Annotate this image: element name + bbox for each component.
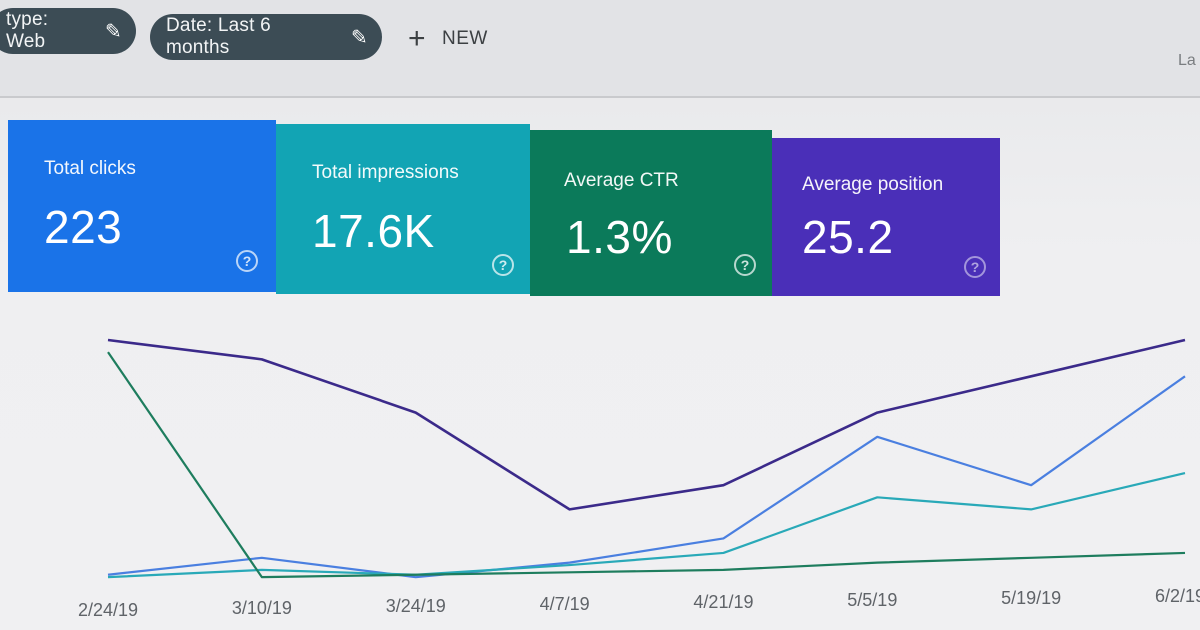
metric-value: 25.2 (802, 211, 894, 263)
pencil-icon[interactable]: ✎ (351, 26, 368, 49)
x-tick-label: 4/21/19 (693, 592, 753, 612)
x-tick-label: 2/24/19 (78, 600, 138, 620)
series-line-2 (107, 375, 1186, 579)
metric-label: Total clicks (44, 158, 136, 179)
plus-icon: + (408, 22, 427, 55)
help-circle-icon[interactable]: ? (964, 256, 986, 278)
metric-value: 17.6K (312, 205, 435, 257)
help-circle-icon[interactable]: ? (236, 250, 258, 272)
metric-label: Total impressions (312, 162, 459, 183)
date-range-filter-label: Date: Last 6 months (166, 15, 271, 58)
new-filter-button[interactable]: + NEW (408, 22, 488, 55)
search-type-filter-chip[interactable]: type: Web ✎ (0, 8, 136, 54)
series-line-4 (107, 351, 1186, 579)
series-line-3 (107, 472, 1186, 579)
metric-label: Average position (802, 174, 944, 195)
average-ctr-card[interactable]: Average CTR 1.3% ? (530, 130, 772, 296)
total-impressions-card[interactable]: Total impressions 17.6K ? (276, 124, 530, 294)
filter-bar: type: Web ✎ Date: Last 6 months ✎ + NEW … (0, 0, 1200, 98)
metric-value: 1.3% (566, 211, 673, 263)
x-tick-label: 5/5/19 (847, 590, 897, 610)
total-clicks-card[interactable]: Total clicks 223 ? (8, 120, 276, 292)
metric-label: Average CTR (564, 170, 679, 191)
metric-value: 223 (44, 201, 123, 253)
series-line-1 (107, 338, 1186, 511)
x-tick-label: 5/19/19 (1001, 588, 1061, 608)
date-range-filter-chip[interactable]: Date: Last 6 months ✎ (150, 14, 382, 60)
x-tick-label: 4/7/19 (540, 594, 590, 614)
new-filter-label: NEW (442, 28, 488, 49)
help-circle-icon[interactable]: ? (492, 254, 514, 276)
x-tick-label: 6/2/19 (1155, 586, 1200, 606)
help-circle-icon[interactable]: ? (734, 254, 756, 276)
performance-line-chart: 2/24/19 3/10/19 3/24/19 4/7/19 4/21/19 5/5/19… (78, 338, 1200, 620)
search-type-filter-label: type: Web (6, 9, 49, 52)
last-updated-text: La (1178, 52, 1196, 69)
x-tick-label: 3/24/19 (386, 596, 446, 616)
pencil-icon[interactable]: ✎ (105, 20, 122, 43)
average-position-card[interactable]: Average position 25.2 ? (772, 138, 1000, 296)
x-tick-label: 3/10/19 (232, 598, 292, 618)
